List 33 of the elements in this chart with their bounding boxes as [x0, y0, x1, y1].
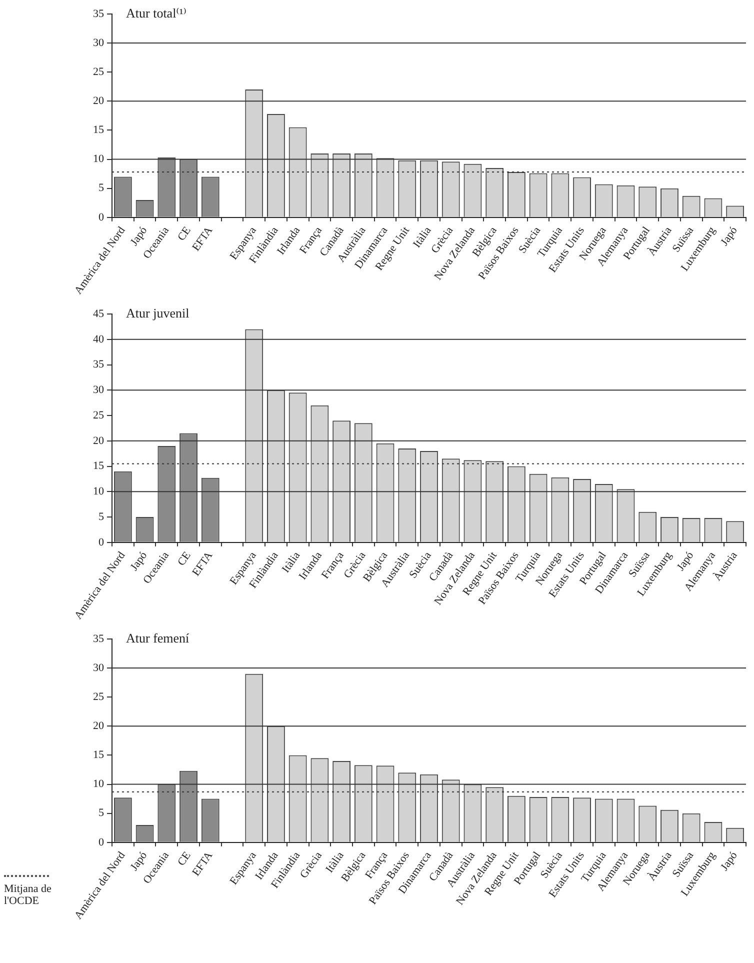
- x-tick-label: CE: [175, 549, 194, 568]
- x-tick-label: CE: [175, 849, 194, 868]
- y-tick-label: 35: [93, 358, 104, 371]
- y-tick-label: 10: [93, 153, 104, 166]
- x-tick-label: CE: [175, 224, 194, 244]
- y-tick-label: 5: [98, 510, 104, 523]
- y-tick-label: 10: [93, 778, 104, 790]
- y-tick-label: 15: [93, 124, 104, 136]
- y-tick-label: 5: [98, 807, 104, 820]
- y-tick-label: 15: [93, 460, 104, 472]
- y-tick-label: 40: [93, 333, 104, 346]
- y-tick-label: 10: [93, 486, 104, 498]
- y-tick-label: 20: [93, 434, 104, 447]
- y-tick-label: 15: [93, 749, 104, 762]
- ref-line-label: Mitjana de l'OCDE: [4, 883, 52, 907]
- y-tick-label: 30: [93, 662, 104, 674]
- y-tick-label: 20: [93, 720, 104, 732]
- y-tick-label: 5: [98, 182, 104, 194]
- y-tick-label: 30: [93, 36, 104, 49]
- y-tick-label: 0: [98, 211, 104, 224]
- y-tick-label: 0: [98, 836, 104, 848]
- y-tick-label: 35: [93, 632, 104, 645]
- y-tick-label: 25: [93, 66, 104, 78]
- y-tick-label: 45: [93, 308, 104, 320]
- y-tick-label: 35: [93, 8, 104, 20]
- y-tick-label: 30: [93, 384, 104, 396]
- chart-title: Atur total⁽¹⁾: [126, 5, 186, 20]
- y-tick-label: 20: [93, 95, 104, 108]
- chart-title: Atur femení: [126, 630, 190, 646]
- y-tick-label: 25: [93, 691, 104, 703]
- y-tick-label: 25: [93, 409, 104, 422]
- chart-title: Atur juvenil: [126, 305, 190, 320]
- y-tick-label: 0: [98, 536, 104, 548]
